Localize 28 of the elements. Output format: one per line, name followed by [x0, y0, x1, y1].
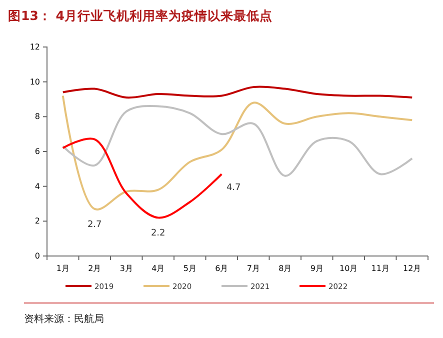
- data-label: 4.7: [226, 183, 241, 194]
- y-tick-label: 0: [34, 252, 40, 261]
- x-tick-label: 2月: [88, 264, 102, 273]
- line-series: [62, 105, 414, 177]
- x-tick-label: 1月: [56, 264, 70, 273]
- x-tick-label: 3月: [120, 264, 133, 273]
- y-tick-label: 2: [34, 216, 40, 226]
- y-tick-label: 12: [30, 42, 40, 52]
- x-tick-label: 5月: [183, 264, 196, 273]
- x-tick-label: 9月: [310, 264, 324, 273]
- line-series: [62, 86, 414, 99]
- x-tick-label: 11月: [371, 264, 390, 273]
- y-tick-label: 8: [34, 112, 40, 122]
- x-tick-label: 10月: [340, 264, 358, 273]
- x-tick-label: 4月: [152, 264, 165, 273]
- chart-title: 图13： 4月行业飞机利用率为疫情以来最低点: [8, 8, 272, 23]
- line-series: [62, 94, 414, 210]
- text: 资料来源：民航局: [24, 313, 104, 325]
- x-tick-label: 7月: [246, 264, 260, 273]
- x-tick-label: 8月: [278, 264, 292, 273]
- x-tick-label: 6月: [215, 264, 228, 273]
- x-tick-label: 12月: [403, 264, 422, 273]
- y-tick-label: 6: [34, 147, 40, 156]
- line-series: [62, 138, 223, 219]
- data-label: 2.7: [87, 220, 102, 230]
- y-tick-label: 4: [34, 182, 40, 191]
- data-label: 2.2: [150, 228, 166, 239]
- y-tick-label: 10: [30, 77, 40, 86]
